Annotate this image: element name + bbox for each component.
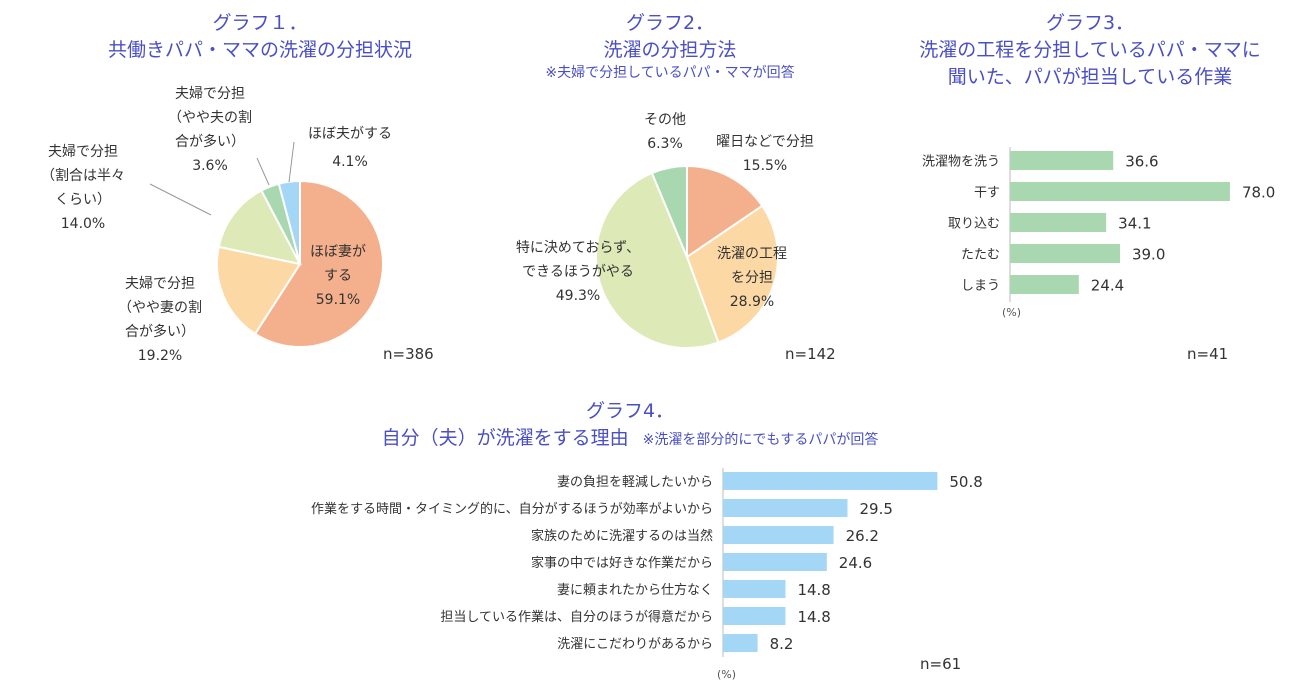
chart4-bar-1	[723, 499, 848, 517]
chart3-value-3: 39.0	[1132, 246, 1165, 264]
chart4-title-block: グラフ4． 自分（夫）が洗濯をする理由 ※洗濯を部分的にでもするパパが回答	[300, 398, 960, 454]
chart2-slice-2	[595, 171, 720, 349]
chart3-category-3: たたむ	[961, 248, 1000, 263]
chart4-note: ※洗濯を部分的にでもするパパが回答	[642, 432, 879, 448]
chart3-value-4: 24.4	[1091, 277, 1124, 295]
chart2-slice-1	[685, 204, 779, 344]
chart3-title-block: グラフ3． 洗濯の工程を分担しているパパ・ママに 聞いた、パパが担当している作業	[880, 10, 1300, 91]
chart3-n-label: n=41	[1187, 345, 1229, 363]
chart4-category-3: 家事の中では好きな作業だから	[531, 555, 713, 571]
chart1-label-husband-more: 夫婦で分担 （やや夫の割 合が多い） 3.6%	[168, 86, 252, 174]
chart2-label-other: その他 6.3%	[644, 112, 686, 152]
chart1-label-husband: ほぼ夫がする 4.1%	[308, 126, 392, 170]
chart4-category-1: 作業をする時間・タイミング的に、自分がするほうが効率がよいから	[311, 501, 713, 517]
chart2-slice-3	[650, 164, 688, 258]
chart4-bar-5	[723, 607, 786, 625]
chart4-title: グラフ4．	[585, 400, 675, 422]
chart4-category-2: 家族のために洗濯するのは当然	[531, 528, 713, 544]
chart2-subtitle: 洗濯の分担方法	[603, 39, 737, 61]
chart1-leader-half	[149, 183, 212, 216]
chart1-slice-0	[253, 179, 384, 348]
chart3-value-2: 34.1	[1118, 215, 1151, 233]
chart1-label-wife-more: 夫婦で分担 （やや妻の割 合が多い） 19.2%	[118, 276, 202, 364]
chart3-bar-4	[1010, 275, 1079, 294]
chart3-subtitle-1: 洗濯の工程を分担しているパパ・ママに	[919, 39, 1261, 61]
chart3-value-0: 36.6	[1125, 153, 1158, 171]
chart1-slice-2	[217, 189, 302, 266]
chart4-value-4: 14.8	[797, 581, 830, 599]
chart3-category-1: 干す	[974, 186, 1000, 201]
chart4-value-1: 29.5	[859, 500, 892, 518]
chart3-subtitle-2: 聞いた、パパが担当している作業	[947, 66, 1233, 88]
chart1-title: グラフ１．	[212, 12, 308, 34]
chart4-value-0: 50.8	[949, 473, 982, 491]
chart1-label-wife: ほぼ妻が する 59.1%	[310, 244, 366, 308]
chart1-n-label: n=386	[383, 345, 434, 363]
chart4-bar-4	[723, 580, 786, 598]
chart2-slice-0	[686, 164, 764, 259]
chart3-bar-3	[1010, 244, 1120, 263]
chart2-note: ※夫婦で分担しているパパ・ママが回答	[545, 65, 795, 81]
chart4-category-6: 洗濯にこだわりがあるから	[557, 637, 713, 652]
chart4-bar-2	[723, 526, 834, 544]
chart1-title-block: グラフ１． 共働きパパ・ママの洗濯の分担状況	[70, 10, 450, 64]
chart2-title-block: グラフ2． 洗濯の分担方法 ※夫婦で分担しているパパ・ママが回答	[500, 10, 840, 82]
chart1-label-half: 夫婦で分担 （割合は半々 くらい） 14.0%	[41, 144, 125, 232]
chart4-category-0: 妻の負担を軽減したいから	[557, 474, 713, 490]
chart4-category-5: 担当している作業は、自分のほうが得意だから	[440, 609, 713, 625]
chart4-value-5: 14.8	[797, 608, 830, 626]
chart4-unit: (%)	[717, 668, 737, 681]
chart2-label-process: 洗濯の工程 を分担 28.9%	[717, 246, 787, 310]
chart2-title: グラフ2．	[625, 12, 715, 34]
chart4-category-4: 妻に頼まれたから仕方なく	[557, 582, 713, 598]
chart3-category-0: 洗濯物を洗う	[922, 155, 1000, 170]
chart3-unit: (%)	[1002, 306, 1022, 319]
chart3-bar-2	[1010, 213, 1107, 232]
chart3-category-4: しまう	[961, 279, 1000, 294]
chart4-value-6: 8.2	[770, 635, 794, 653]
chart3-bar-1	[1010, 182, 1230, 201]
chart1-leader-husband	[288, 141, 295, 183]
chart1-subtitle: 共働きパパ・ママの洗濯の分担状況	[107, 39, 412, 61]
chart4-bar-0	[723, 472, 938, 490]
chart2-label-weekday: 曜日などで分担 15.5%	[716, 134, 814, 174]
chart1-slice-1	[216, 245, 302, 336]
chart4-bar-6	[723, 634, 758, 652]
chart2-n-label: n=142	[785, 345, 836, 363]
chart4-bar-3	[723, 553, 827, 571]
chart4-n-label: n=61	[920, 655, 962, 673]
chart3-bar-0	[1010, 151, 1114, 170]
chart3-value-1: 78.0	[1242, 184, 1275, 202]
chart1-leader-husband-more	[256, 157, 270, 186]
chart3-category-2: 取り込む	[948, 217, 1000, 232]
chart4-subtitle: 自分（夫）が洗濯をする理由	[381, 427, 629, 449]
chart3-title: グラフ3．	[1045, 12, 1135, 34]
chart2-label-none: 特に決めておらず、 できるほうがやる 49.3%	[515, 240, 641, 304]
chart4-value-3: 24.6	[839, 554, 872, 572]
chart4-value-2: 26.2	[846, 527, 879, 545]
